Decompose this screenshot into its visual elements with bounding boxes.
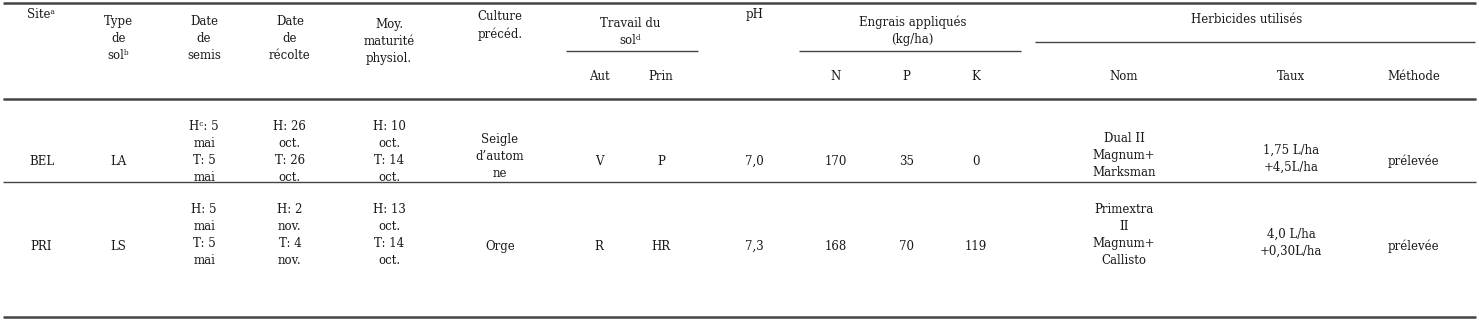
- Text: H: 2
nov.
T: 4
nov.: H: 2 nov. T: 4 nov.: [277, 203, 303, 267]
- Text: Travail du
solᵈ: Travail du solᵈ: [600, 17, 660, 47]
- Text: 170: 170: [824, 155, 847, 168]
- Text: LS: LS: [111, 240, 126, 253]
- Text: 1,75 L/ha
+4,5L/ha: 1,75 L/ha +4,5L/ha: [1263, 143, 1319, 173]
- Text: 7,3: 7,3: [745, 240, 763, 253]
- Text: LA: LA: [111, 155, 126, 168]
- Text: H: 26
oct.
T: 26
oct.: H: 26 oct. T: 26 oct.: [274, 120, 306, 184]
- Text: 168: 168: [824, 240, 847, 253]
- Text: HR: HR: [652, 240, 670, 253]
- Text: Culture
précéd.: Culture précéd.: [478, 10, 522, 41]
- Text: 4,0 L/ha
+0,30L/ha: 4,0 L/ha +0,30L/ha: [1260, 228, 1322, 258]
- Text: K: K: [972, 70, 981, 83]
- Text: pH: pH: [745, 8, 763, 21]
- Text: Engrais appliqués
(kg/ha): Engrais appliqués (kg/ha): [859, 15, 966, 46]
- Text: 119: 119: [964, 240, 988, 253]
- Text: V: V: [595, 155, 603, 168]
- Text: P: P: [902, 70, 911, 83]
- Text: Seigle
d’autom
ne: Seigle d’autom ne: [476, 133, 524, 180]
- Text: Méthode: Méthode: [1387, 70, 1441, 83]
- Text: P: P: [657, 155, 666, 168]
- Text: Taux: Taux: [1276, 70, 1306, 83]
- Text: Nom: Nom: [1109, 70, 1139, 83]
- Text: Herbicides utilisés: Herbicides utilisés: [1191, 13, 1303, 26]
- Text: BEL: BEL: [30, 155, 53, 168]
- Text: Hᶜ: 5
mai
T: 5
mai: Hᶜ: 5 mai T: 5 mai: [189, 120, 219, 184]
- Text: Dual II
Magnum+
Marksman: Dual II Magnum+ Marksman: [1093, 132, 1155, 179]
- Text: Moy.
maturité
physiol.: Moy. maturité physiol.: [364, 18, 414, 65]
- Text: Prin: Prin: [649, 70, 673, 83]
- Text: Type
de
solᵇ: Type de solᵇ: [104, 15, 133, 62]
- Text: 70: 70: [899, 240, 914, 253]
- Text: Date
de
semis: Date de semis: [188, 15, 220, 62]
- Text: Date
de
récolte: Date de récolte: [269, 15, 311, 62]
- Text: H: 5
mai
T: 5
mai: H: 5 mai T: 5 mai: [191, 203, 217, 267]
- Text: N: N: [831, 70, 840, 83]
- Text: Siteᵃ: Siteᵃ: [28, 8, 55, 21]
- Text: 0: 0: [972, 155, 981, 168]
- Text: Primextra
II
Magnum+
Callisto: Primextra II Magnum+ Callisto: [1093, 203, 1155, 267]
- Text: prélevée: prélevée: [1389, 155, 1439, 168]
- Text: 7,0: 7,0: [745, 155, 763, 168]
- Text: Aut: Aut: [589, 70, 609, 83]
- Text: H: 13
oct.
T: 14
oct.: H: 13 oct. T: 14 oct.: [373, 203, 405, 267]
- Text: 35: 35: [899, 155, 914, 168]
- Text: Orge: Orge: [485, 240, 515, 253]
- Text: R: R: [595, 240, 603, 253]
- Text: H: 10
oct.
T: 14
oct.: H: 10 oct. T: 14 oct.: [373, 120, 405, 184]
- Text: prélevée: prélevée: [1389, 240, 1439, 253]
- Text: PRI: PRI: [31, 240, 52, 253]
